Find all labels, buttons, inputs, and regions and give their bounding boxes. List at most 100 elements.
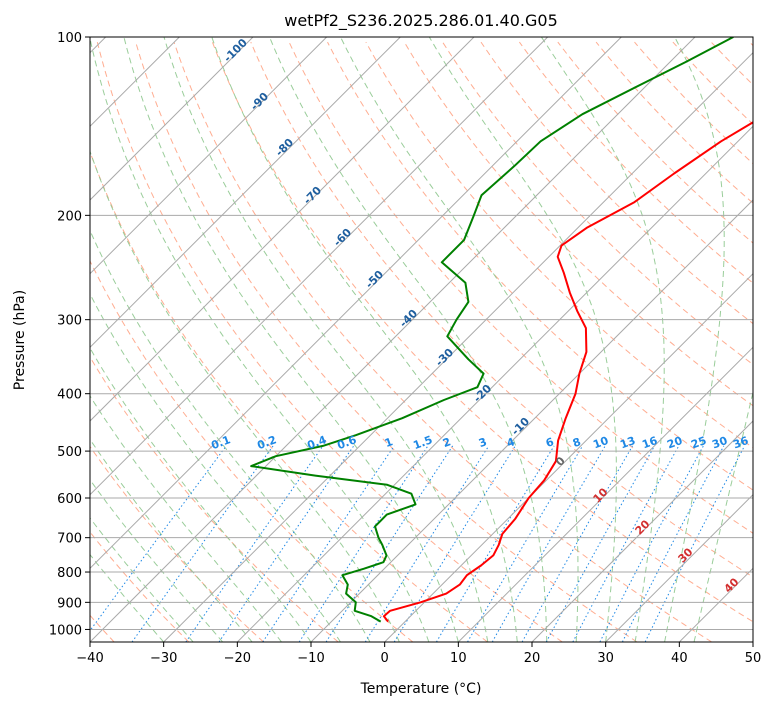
mixing-ratio-line — [467, 445, 584, 642]
mixing-ratio-label: 8 — [571, 435, 583, 450]
mixing-ratio-label: 36 — [731, 434, 750, 452]
background-lines — [90, 37, 753, 642]
dry-adiabat-line — [90, 445, 264, 642]
moist-adiabat-line — [540, 37, 665, 642]
y-tick-label: 700 — [57, 532, 82, 547]
y-tick-label: 900 — [57, 596, 82, 611]
mixing-ratio-label: 1.5 — [411, 433, 434, 452]
mixing-ratio-line — [521, 445, 633, 642]
mixing-ratio-label: 0.6 — [335, 433, 358, 452]
moist-adiabat-line — [90, 553, 165, 642]
dry-adiabat-line — [135, 41, 638, 642]
x-tick-label: 30 — [597, 651, 614, 666]
y-tick-label: 200 — [57, 209, 82, 224]
isotherm-line — [605, 493, 753, 642]
dry-adiabat-line — [327, 41, 753, 491]
mixing-ratio-label: 1 — [383, 435, 395, 450]
mixing-ratio-line — [621, 445, 725, 642]
isotherm-line — [531, 420, 753, 642]
dry-adiabat-line — [96, 41, 563, 642]
mixing-ratio-line — [298, 445, 429, 642]
moist-adiabat-line — [90, 149, 400, 642]
isotherm-line — [384, 272, 753, 642]
x-tick-label: −40 — [76, 651, 103, 666]
mixing-ratio-label: 0.2 — [255, 433, 278, 452]
mixing-ratio-label: 10 — [591, 434, 610, 452]
dry-adiabat-line — [90, 356, 339, 642]
x-tick-label: 50 — [745, 651, 762, 666]
y-tick-label: 500 — [57, 445, 82, 460]
mixing-ratio-label: 4 — [505, 435, 517, 450]
x-tick-label: −30 — [150, 651, 177, 666]
y-tick-label: 800 — [57, 566, 82, 581]
dry-adiabat-line — [365, 41, 753, 449]
y-tick-label: 100 — [57, 31, 82, 46]
plot-frame — [89, 36, 754, 643]
mixing-ratio-label: 25 — [689, 434, 708, 451]
moist-adiabat-line — [163, 37, 489, 642]
x-tick-label: −20 — [224, 651, 251, 666]
mixing-ratio-label: 3 — [477, 435, 489, 450]
moist-adiabat-line — [90, 479, 223, 642]
profiles — [250, 37, 753, 623]
mixing-ratio-label: 0.1 — [209, 433, 232, 452]
moist-adiabat-line — [428, 37, 617, 642]
moist-adiabat-line — [90, 293, 341, 642]
mixing-ratio-line — [218, 445, 355, 642]
mixing-ratio-label: 20 — [665, 434, 684, 452]
isotherm-line — [163, 51, 753, 642]
x-tick-label: 20 — [524, 651, 541, 666]
dry-adiabat-line — [90, 150, 488, 642]
mixing-ratio-label: 6 — [544, 435, 556, 450]
moist-adiabat-line — [269, 37, 548, 642]
mixing-ratio-label: 0.4 — [305, 433, 328, 452]
moist-adiabat-line — [211, 37, 518, 642]
isotherm-line — [90, 37, 549, 496]
moist-adiabat-line — [90, 394, 282, 642]
moist-adiabat-line — [90, 37, 430, 642]
mixing-ratio-line — [644, 445, 746, 642]
mixing-ratio-line — [185, 445, 324, 642]
isotherm-line — [90, 37, 254, 201]
moist-adiabat-line — [340, 37, 579, 642]
mixing-ratio-line — [131, 445, 274, 642]
isotherm-line — [310, 199, 753, 642]
isotherm-line — [90, 37, 696, 642]
x-axis: −40 −30 −20 −10 0 10 20 30 40 50 — [76, 642, 761, 666]
dewpoint-profile — [250, 37, 734, 623]
y-tick-label: 400 — [57, 388, 82, 403]
isotherm-line — [457, 346, 753, 642]
moist-adiabat-line — [90, 438, 253, 642]
isotherm-line — [90, 37, 328, 275]
mixing-ratio-label: 2 — [441, 435, 453, 450]
x-tick-label: 40 — [671, 651, 688, 666]
isotherm-line — [236, 125, 753, 642]
moist-adiabat-line — [90, 229, 371, 642]
y-axis-label: Pressure (hPa) — [12, 290, 28, 390]
dry-adiabat-line — [90, 259, 414, 642]
mixing-ratio-line — [545, 445, 656, 642]
x-axis-label: Temperature (°C) — [360, 681, 482, 697]
temperature-profile — [382, 121, 753, 623]
x-tick-label: 0 — [381, 651, 389, 666]
isotherm-line — [90, 37, 475, 422]
moist-adiabat-line — [90, 517, 194, 642]
dry-adiabat-line — [211, 41, 753, 623]
mixing-ratio-label: 16 — [640, 434, 659, 452]
dry-adiabat-line — [403, 41, 753, 407]
plot-area — [90, 37, 753, 642]
mixing-ratio-label: 13 — [618, 434, 637, 451]
moist-adiabat-line — [664, 37, 725, 642]
mixing-ratio-label: 30 — [710, 434, 729, 452]
moist-adiabat-line — [123, 37, 459, 642]
mixing-ratio-line — [262, 445, 395, 642]
y-tick-label: 300 — [57, 314, 82, 329]
mixing-ratio-line — [364, 445, 490, 642]
y-tick-label: 600 — [57, 492, 82, 507]
x-tick-label: 10 — [450, 651, 467, 666]
dry-adiabat-line — [250, 41, 753, 578]
mixing-ratio-line — [325, 445, 454, 642]
x-tick-label: −10 — [297, 651, 324, 666]
y-tick-label: 1000 — [49, 623, 82, 638]
